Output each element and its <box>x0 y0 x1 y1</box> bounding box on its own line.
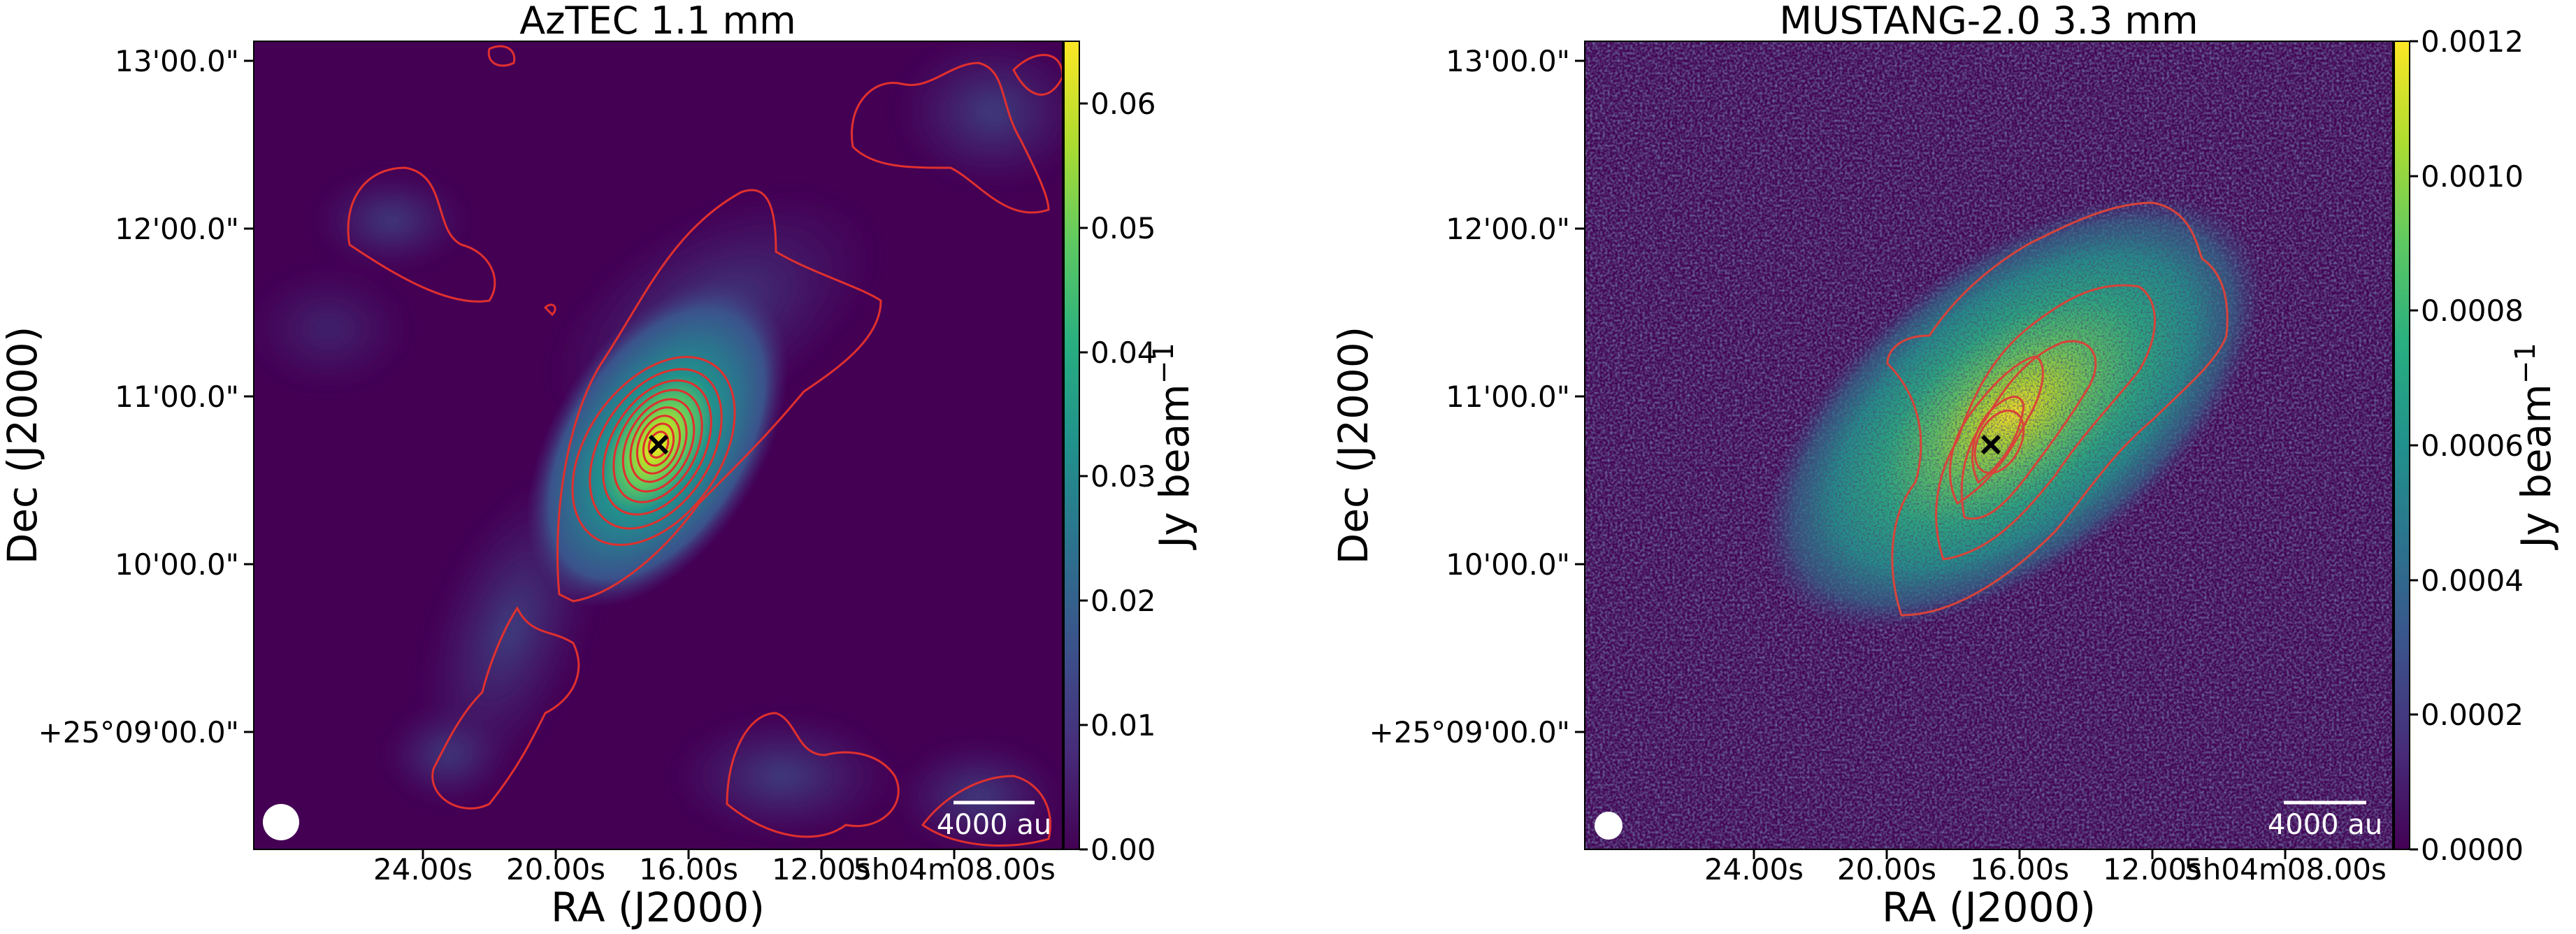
colorbar-tick-label: 0.0006 <box>2421 429 2524 463</box>
colorbar-tick-label: 0.01 <box>1091 708 1156 742</box>
peak-marker-cross-icon <box>648 434 669 455</box>
beam-circle <box>1595 812 1622 840</box>
x-tick-label: 5h04m08.00s <box>2184 852 2387 886</box>
y-tick-label: 12'00.0" <box>1446 212 1570 246</box>
x-tick-label: 12.00s <box>772 852 871 886</box>
chart-title: MUSTANG-2.0 3.3 mm <box>1779 0 2198 43</box>
y-tick-label: 13'00.0" <box>115 44 239 78</box>
x-tick-labels: 24.00s 20.00s 16.00s 12.00s 5h04m08.00s <box>373 852 1056 886</box>
y-tick-label: 11'00.0" <box>115 380 239 414</box>
colorbar: 0.00 0.01 0.02 0.03 0.04 0.05 0.06 Jy be… <box>1063 41 1198 867</box>
panel-mustang: MUSTANG-2.0 3.3 mm 4000 au <box>1330 0 2560 931</box>
x-tick-label: 20.00s <box>1837 852 1936 886</box>
x-tick-label: 24.00s <box>1704 852 1804 886</box>
colorbar-tick-label: 0.02 <box>1091 584 1156 618</box>
y-tick-label: 11'00.0" <box>1446 380 1570 414</box>
y-tick-label: 12'00.0" <box>115 212 239 246</box>
scale-bar-label: 4000 au <box>2268 809 2382 841</box>
colorbar-tick-label: 0.0004 <box>2421 563 2524 598</box>
x-tick-label: 12.00s <box>2103 852 2202 886</box>
colorbar-tick-label: 0.0008 <box>2421 294 2524 328</box>
x-tick-label: 20.00s <box>506 852 605 886</box>
x-tick-label: 24.00s <box>373 852 473 886</box>
peak-marker-cross-icon <box>1980 434 2001 455</box>
colorbar-label-superscript: −1 <box>2510 343 2542 384</box>
colorbar-tick-label: 0.05 <box>1091 211 1156 245</box>
y-tick-label: 10'00.0" <box>115 547 239 582</box>
colorbar-tick-label: 0.00 <box>1091 833 1156 867</box>
colorbar-label-text: Jy beam <box>1151 384 1198 549</box>
y-tick-labels: 13'00.0" 12'00.0" 11'00.0" 10'00.0" +25°… <box>1369 44 1570 749</box>
y-tick-labels: 13'00.0" 12'00.0" 11'00.0" 10'00.0" +25°… <box>38 44 239 749</box>
scale-bar-label: 4000 au <box>937 809 1051 841</box>
y-axis-label: Dec (J2000) <box>1330 326 1377 565</box>
mustang-map: 4000 au <box>1585 41 2393 849</box>
x-tick-label: 16.00s <box>639 852 738 886</box>
x-tick-label: 5h04m08.00s <box>853 852 1056 886</box>
colorbar-label-superscript: −1 <box>1148 343 1180 384</box>
y-axis-label: Dec (J2000) <box>0 326 46 565</box>
colorbar-tick-label: 0.06 <box>1091 87 1156 121</box>
plot-frame <box>1584 41 2394 850</box>
mustang-contours <box>1886 201 2229 617</box>
colorbar-tick-label: 0.0012 <box>2421 24 2524 59</box>
colorbar-tick-label: 0.0010 <box>2421 159 2524 194</box>
colorbar-tick-label: 0.0002 <box>2421 698 2524 732</box>
colorbar-tick-label: 0.04 <box>1091 336 1156 370</box>
colorbar: 0.0000 0.0002 0.0004 0.0006 0.0008 0.001… <box>2394 24 2560 867</box>
x-axis-label: RA (J2000) <box>551 884 765 931</box>
colorbar-label: Jy beam−1 <box>1148 343 1198 549</box>
x-tick-labels: 24.00s 20.00s 16.00s 12.00s 5h04m08.00s <box>1704 852 2387 886</box>
y-tick-label: 13'00.0" <box>1446 44 1570 78</box>
chart-title: AzTEC 1.1 mm <box>519 0 796 43</box>
plot-frame <box>253 41 1063 850</box>
y-tick-label: +25°09'00.0" <box>38 715 239 749</box>
panel-aztec: AzTEC 1.1 mm <box>0 0 1198 931</box>
x-axis-label: RA (J2000) <box>1882 884 2096 931</box>
aztec-map: 4000 au <box>254 41 1063 849</box>
beam-circle <box>263 804 299 840</box>
colorbar-tick-label: 0.03 <box>1091 459 1156 494</box>
colorbar-tick-label: 0.0000 <box>2421 833 2524 867</box>
aztec-contours <box>347 45 1063 847</box>
colorbar-label-text: Jy beam <box>2512 384 2560 549</box>
y-tick-label: +25°09'00.0" <box>1369 715 1570 749</box>
y-tick-label: 10'00.0" <box>1446 547 1570 582</box>
x-tick-label: 16.00s <box>1970 852 2069 886</box>
colorbar-label: Jy beam−1 <box>2510 343 2560 549</box>
